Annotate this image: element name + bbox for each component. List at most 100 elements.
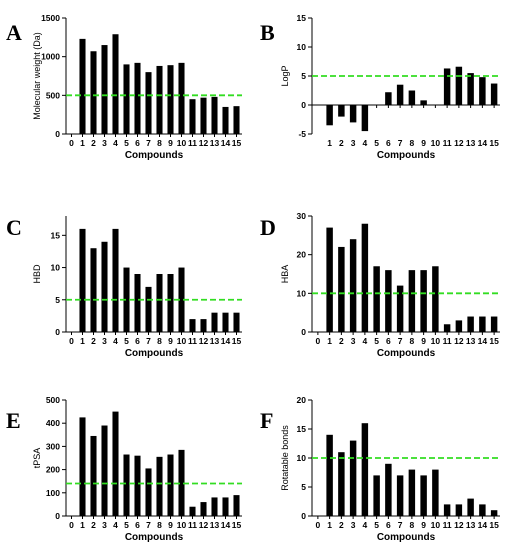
x-tick-label: 0 bbox=[316, 336, 321, 346]
y-tick-label: 300 bbox=[46, 441, 60, 451]
x-tick-label: 1 bbox=[80, 138, 85, 148]
bar bbox=[112, 228, 119, 332]
bar bbox=[167, 65, 174, 134]
x-tick-label: 10 bbox=[431, 520, 441, 530]
x-tick-label: 2 bbox=[91, 138, 96, 148]
x-tick-label: 2 bbox=[339, 520, 344, 530]
bar bbox=[361, 423, 369, 516]
x-tick-label: 8 bbox=[410, 336, 415, 346]
y-tick-label: 10 bbox=[51, 263, 61, 273]
bar bbox=[200, 319, 207, 332]
bar bbox=[349, 239, 357, 332]
x-tick-label: 9 bbox=[168, 520, 173, 530]
y-tick-label: 15 bbox=[297, 13, 307, 23]
x-tick-label: 10 bbox=[431, 138, 441, 148]
x-tick-label: 1 bbox=[327, 520, 332, 530]
bar bbox=[443, 324, 451, 332]
bar bbox=[479, 504, 486, 516]
y-tick-label: 10 bbox=[297, 288, 307, 298]
bar bbox=[189, 319, 196, 332]
x-tick-label: 5 bbox=[374, 138, 379, 148]
bar bbox=[490, 316, 498, 332]
bar bbox=[361, 105, 369, 132]
x-tick-label: 4 bbox=[363, 520, 368, 530]
bar bbox=[408, 270, 416, 332]
x-tick-label: 13 bbox=[466, 138, 476, 148]
bar bbox=[145, 468, 152, 516]
x-tick-label: 2 bbox=[339, 336, 344, 346]
x-tick-label: 12 bbox=[199, 138, 209, 148]
x-tick-label: 11 bbox=[443, 520, 452, 530]
bar bbox=[156, 65, 163, 134]
bar bbox=[79, 417, 86, 516]
x-axis-title: Compounds bbox=[125, 150, 184, 161]
x-tick-label: 5 bbox=[124, 138, 129, 148]
bar bbox=[90, 435, 97, 516]
bar bbox=[145, 72, 152, 134]
x-tick-label: 13 bbox=[466, 336, 476, 346]
x-tick-label: 13 bbox=[210, 520, 220, 530]
x-tick-label: 8 bbox=[157, 520, 162, 530]
panel-letter: C bbox=[6, 215, 22, 240]
bar bbox=[338, 246, 345, 332]
x-tick-label: 7 bbox=[398, 520, 403, 530]
x-tick-label: 3 bbox=[102, 520, 107, 530]
x-tick-label: 0 bbox=[69, 336, 74, 346]
x-tick-label: 11 bbox=[443, 138, 452, 148]
bar bbox=[189, 99, 196, 134]
bar bbox=[455, 504, 463, 516]
bar bbox=[361, 223, 369, 332]
panel-letter: D bbox=[260, 215, 276, 240]
bar bbox=[432, 469, 439, 516]
x-tick-label: 1 bbox=[327, 138, 332, 148]
y-tick-label: 1500 bbox=[41, 13, 60, 23]
x-tick-label: 15 bbox=[489, 336, 499, 346]
x-tick-label: 15 bbox=[489, 138, 499, 148]
bar bbox=[189, 506, 196, 516]
bar bbox=[455, 66, 463, 105]
bar bbox=[178, 267, 185, 332]
bar bbox=[178, 449, 185, 516]
x-axis-title: Compounds bbox=[377, 348, 436, 359]
x-tick-label: 12 bbox=[199, 520, 209, 530]
y-tick-label: 20 bbox=[297, 250, 307, 260]
x-tick-label: 7 bbox=[146, 520, 151, 530]
panel-letter: F bbox=[260, 408, 273, 433]
bar bbox=[79, 38, 86, 134]
x-tick-label: 14 bbox=[221, 336, 231, 346]
bar bbox=[420, 270, 427, 332]
y-axis-title: Rotatable bonds bbox=[280, 425, 290, 491]
x-tick-label: 15 bbox=[232, 520, 242, 530]
bar bbox=[90, 248, 97, 332]
bar bbox=[101, 425, 108, 516]
x-tick-label: 7 bbox=[146, 138, 151, 148]
bar bbox=[490, 83, 498, 105]
bar bbox=[396, 285, 404, 332]
bar bbox=[145, 286, 152, 332]
y-tick-label: 0 bbox=[55, 129, 60, 139]
x-tick-label: 12 bbox=[199, 336, 209, 346]
x-tick-label: 7 bbox=[398, 336, 403, 346]
x-tick-label: 14 bbox=[478, 336, 488, 346]
panel-letter: A bbox=[6, 20, 22, 45]
bar bbox=[90, 51, 97, 134]
bar bbox=[211, 96, 218, 134]
x-tick-label: 10 bbox=[431, 336, 441, 346]
y-axis-title: HBD bbox=[32, 264, 42, 284]
x-tick-label: 0 bbox=[69, 138, 74, 148]
bar bbox=[408, 90, 416, 105]
bar bbox=[233, 312, 240, 332]
y-tick-label: 0 bbox=[301, 327, 306, 337]
x-tick-label: 11 bbox=[188, 336, 197, 346]
y-tick-label: -5 bbox=[298, 129, 306, 139]
bar bbox=[167, 274, 174, 332]
x-axis-title: Compounds bbox=[377, 150, 436, 161]
x-tick-label: 8 bbox=[410, 520, 415, 530]
bar bbox=[338, 452, 345, 516]
x-tick-label: 6 bbox=[135, 138, 140, 148]
x-tick-label: 11 bbox=[188, 520, 197, 530]
y-tick-label: 15 bbox=[297, 424, 307, 434]
x-tick-label: 2 bbox=[339, 138, 344, 148]
